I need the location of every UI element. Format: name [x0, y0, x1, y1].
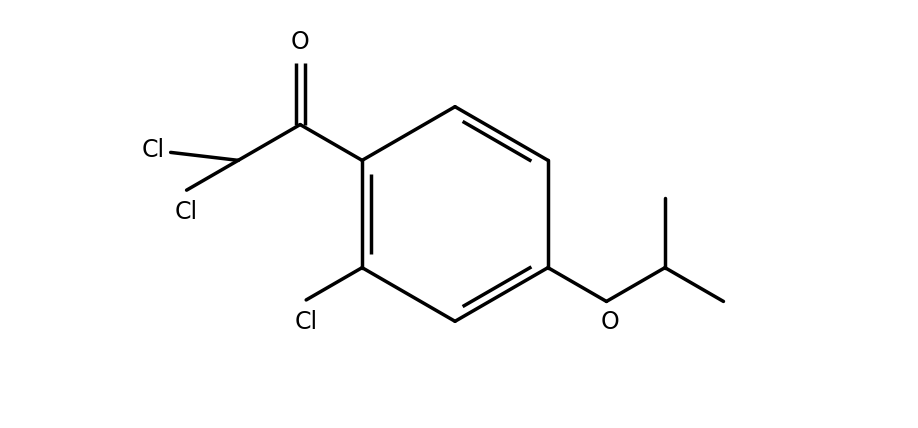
Text: O: O	[291, 30, 309, 54]
Text: Cl: Cl	[175, 200, 198, 224]
Text: Cl: Cl	[295, 310, 318, 334]
Text: Cl: Cl	[141, 138, 164, 162]
Text: O: O	[601, 310, 620, 334]
